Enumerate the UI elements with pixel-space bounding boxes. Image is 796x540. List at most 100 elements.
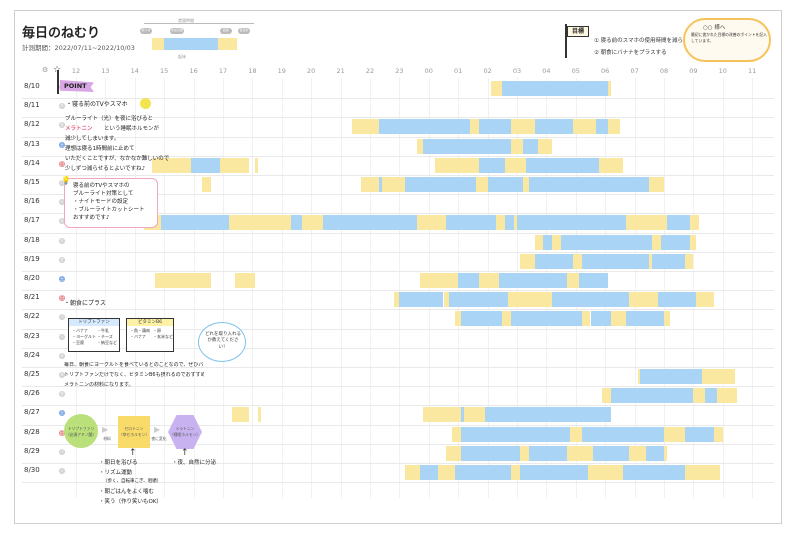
awake-in-bed-segment bbox=[475, 177, 488, 192]
tryptophan-card-title: トリプトファン bbox=[69, 319, 119, 326]
sleep-segment bbox=[322, 215, 418, 231]
awake-in-bed-segment bbox=[478, 273, 500, 288]
awake-in-bed-segment bbox=[702, 369, 717, 384]
hour-header-14: 14 bbox=[130, 67, 139, 75]
point-body-7: 少しずつ減らせるとよいですね♪ bbox=[65, 166, 146, 172]
row-divider bbox=[22, 367, 774, 368]
row-divider bbox=[22, 155, 774, 157]
hour-gridline bbox=[76, 78, 77, 498]
sleep-segment bbox=[161, 215, 229, 231]
sleep-segment bbox=[478, 157, 506, 173]
row-divider bbox=[22, 194, 774, 196]
awake-in-bed-segment bbox=[393, 292, 400, 308]
sleep-segment bbox=[502, 81, 609, 96]
up-arrow-icon-2: ↑ bbox=[181, 448, 189, 458]
serotonin-tip-2b: （歩く、自転車こぎ、咀嚼） bbox=[103, 479, 162, 484]
date-label: 8/27 bbox=[24, 408, 40, 417]
hour-gridline bbox=[223, 78, 224, 498]
sleep-segment bbox=[561, 234, 653, 250]
legend-sleep-bar bbox=[164, 38, 218, 50]
hour-header-13: 13 bbox=[101, 67, 110, 75]
awake-in-bed-segment bbox=[652, 234, 662, 250]
weekday-badge: 水 bbox=[59, 218, 65, 225]
tryptophan-item-4: ・チーズ bbox=[97, 334, 113, 339]
sleep-segment bbox=[622, 465, 685, 480]
hour-header-05: 05 bbox=[571, 67, 580, 75]
flow-arrow-2-icon: ▶ bbox=[154, 425, 161, 434]
awake-in-bed-segment bbox=[352, 119, 379, 135]
sleep-segment bbox=[378, 177, 382, 192]
sleep-segment bbox=[455, 465, 512, 480]
hour-gridline bbox=[193, 78, 195, 498]
row-divider bbox=[22, 271, 774, 272]
flow-arrow-2-label: 夜に変化 bbox=[151, 436, 167, 441]
date-label: 8/20 bbox=[24, 274, 40, 282]
awake-in-bed-segment bbox=[228, 215, 291, 231]
hour-header-23: 23 bbox=[395, 67, 404, 75]
date-label: 8/25 bbox=[24, 370, 40, 378]
awake-in-bed-segment bbox=[258, 407, 262, 423]
sleep-segment bbox=[611, 388, 694, 404]
awake-in-bed-segment bbox=[587, 465, 623, 480]
hour-gridline bbox=[105, 78, 107, 498]
awake-in-bed-segment bbox=[534, 234, 544, 250]
awake-in-bed-segment bbox=[664, 426, 685, 442]
awake-in-bed-segment bbox=[664, 445, 667, 461]
sleep-segment bbox=[505, 215, 515, 231]
hour-header-00: 00 bbox=[424, 67, 433, 75]
sleep-segment bbox=[590, 311, 612, 327]
date-label: 8/14 bbox=[24, 158, 40, 167]
legend-top-label: 就寝時間 bbox=[178, 18, 194, 23]
row-divider bbox=[22, 98, 774, 100]
sleep-segment bbox=[505, 273, 567, 288]
flow-step-3-sub: （睡眠ホルモン） bbox=[169, 432, 201, 437]
date-label: 8/16 bbox=[24, 197, 40, 206]
hour-header-09: 09 bbox=[689, 67, 698, 75]
legend-tag-1: 寝つき bbox=[140, 28, 152, 34]
point-body-4: 減少してしまいます。 bbox=[65, 136, 120, 142]
awake-in-bed-segment bbox=[469, 119, 479, 135]
row-divider bbox=[22, 405, 774, 407]
point-body-6: いただくことですが、なかなか難しいので bbox=[65, 156, 170, 162]
tryptophan-item-6: ・納豆など bbox=[97, 340, 117, 345]
goal-flag: 目標 bbox=[567, 26, 589, 37]
row-divider bbox=[22, 328, 774, 330]
awake-in-bed-segment bbox=[608, 119, 620, 135]
up-arrow-icon-1: ↑ bbox=[129, 448, 137, 458]
settings-gear-icon[interactable]: ⚙ bbox=[42, 66, 49, 74]
weekday-badge: 火 bbox=[59, 333, 65, 340]
advisor-note-cloud: ○○ 様へ 最初に書かれた目標の改善のポイントを記入しています。 bbox=[683, 18, 771, 62]
awake-in-bed-segment bbox=[452, 426, 462, 442]
sleep-segment bbox=[528, 445, 567, 461]
sleep-segment bbox=[578, 273, 609, 288]
hour-gridline bbox=[458, 78, 460, 498]
awake-in-bed-segment bbox=[625, 215, 667, 231]
awake-in-bed-segment bbox=[649, 177, 664, 192]
hour-gridline bbox=[605, 78, 607, 498]
hour-header-03: 03 bbox=[512, 67, 522, 75]
date-label: 8/18 bbox=[24, 235, 40, 244]
weekday-badge: 金 bbox=[59, 256, 65, 263]
sleep-segment bbox=[461, 445, 520, 461]
tip-box-line-5: おすすめです♪ bbox=[73, 215, 110, 221]
sleep-segment bbox=[484, 407, 529, 423]
flow-step-1-sub: （必須アミノ酸） bbox=[65, 432, 97, 437]
row-divider bbox=[22, 347, 774, 349]
tip-box-line-4: ・ブルーライトカットシート bbox=[73, 207, 145, 213]
hour-header-10: 10 bbox=[718, 67, 727, 75]
hour-header-07: 07 bbox=[630, 67, 639, 75]
point-body-2: メラトニン bbox=[65, 126, 93, 132]
sleep-segment bbox=[528, 407, 612, 423]
awake-in-bed-segment bbox=[599, 157, 623, 173]
sleep-segment bbox=[461, 311, 503, 327]
date-label: 8/12 bbox=[24, 120, 40, 129]
date-label: 8/17 bbox=[24, 216, 40, 225]
point-body-5: 理想は寝る1時間前に止めて bbox=[65, 146, 135, 152]
melatonin-tip: ・夜、自然に分泌 bbox=[172, 460, 217, 466]
hour-gridline bbox=[664, 78, 665, 498]
awake-in-bed-segment bbox=[519, 445, 529, 461]
point-body-1: ブルーライト（光）を夜に浴びると bbox=[65, 116, 154, 122]
sleep-segment bbox=[478, 119, 512, 135]
awake-in-bed-segment bbox=[508, 292, 553, 308]
awake-in-bed-segment bbox=[422, 407, 441, 423]
